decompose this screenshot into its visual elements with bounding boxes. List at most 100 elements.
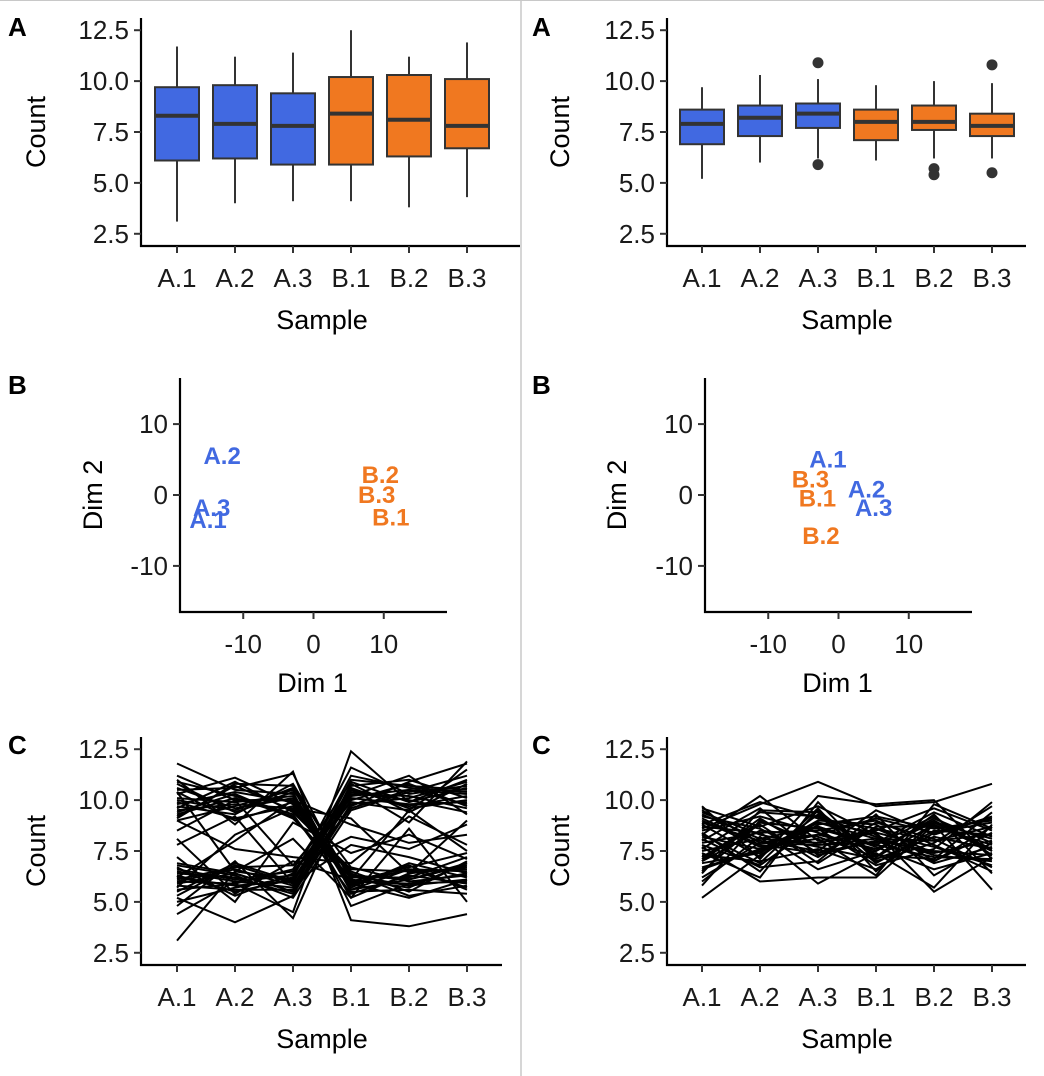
box-B.1 bbox=[328, 76, 374, 166]
panel-letter: C bbox=[532, 730, 551, 760]
profile-line bbox=[701, 817, 993, 863]
boxplot-ytick-label: 2.5 bbox=[619, 219, 655, 249]
lines-ytick-label: 5.0 bbox=[619, 887, 655, 917]
boxplot-xtick-label: A.3 bbox=[798, 263, 837, 293]
lines-xtick-label: B.2 bbox=[914, 982, 953, 1012]
lines-ytick-label: 2.5 bbox=[619, 938, 655, 968]
profile-line bbox=[176, 798, 468, 867]
lines-xtick-label: B.3 bbox=[972, 982, 1011, 1012]
box-A.1 bbox=[679, 108, 725, 146]
scatter-xtick-label: 0 bbox=[831, 629, 845, 659]
box-A.3 bbox=[795, 102, 841, 129]
box-A.2 bbox=[212, 84, 258, 160]
y-axis-title: Dim 2 bbox=[78, 460, 108, 531]
box-B.2 bbox=[386, 74, 432, 158]
point-label-A.3: A.3 bbox=[193, 495, 230, 522]
point-label-A.2: A.2 bbox=[848, 476, 885, 503]
lines-xtick-label: B.2 bbox=[389, 982, 428, 1012]
scatter-panel: B -10 0 10 -10 0 10 Dim 1 Dim 2 A.1A.2A.3 B.3B.1 B.… bbox=[532, 370, 972, 698]
boxplot-ytick-label: 10.0 bbox=[604, 66, 655, 96]
profile-line bbox=[176, 782, 468, 924]
panel-letter: C bbox=[8, 730, 27, 760]
panel-letter: A bbox=[8, 12, 27, 42]
scatter-ytick-label: -10 bbox=[130, 551, 168, 581]
scatter-ytick-label: 10 bbox=[139, 409, 168, 439]
profile-line bbox=[701, 809, 993, 875]
scatter-xtick-label: 10 bbox=[369, 629, 398, 659]
profile-line bbox=[701, 794, 993, 861]
lines-xtick-label: B.1 bbox=[331, 982, 370, 1012]
scatter-xtick-label: -10 bbox=[224, 629, 262, 659]
panel-letter: B bbox=[532, 370, 551, 400]
point-label-B.1: B.1 bbox=[372, 505, 409, 532]
boxplot-xtick-label: A.1 bbox=[682, 263, 721, 293]
scatter-panel: B -10 0 10 -10 0 10 Dim 1 Dim 2 A.2 A.3A.1 B.2B.3B.… bbox=[8, 370, 447, 698]
lines-xtick-label: A.1 bbox=[157, 982, 196, 1012]
profile-line bbox=[176, 815, 468, 885]
profile-line bbox=[176, 760, 468, 920]
boxplot-xtick-label: A.3 bbox=[273, 263, 312, 293]
profile-line bbox=[701, 809, 993, 846]
point-label-A.3: A.3 bbox=[855, 495, 892, 522]
profile-line bbox=[701, 817, 993, 871]
boxplot-xtick-label: B.3 bbox=[972, 263, 1011, 293]
scatter-ytick-label: 10 bbox=[664, 409, 693, 439]
point-label-B.2: B.2 bbox=[362, 462, 399, 489]
boxplot-xtick-label: B.2 bbox=[914, 263, 953, 293]
point-label-A.1: A.1 bbox=[809, 447, 846, 474]
panel-letter: B bbox=[8, 370, 27, 400]
boxplot-ytick-label: 12.5 bbox=[604, 15, 655, 45]
scatter-ytick-label: -10 bbox=[655, 551, 693, 581]
point-label-B.3: B.3 bbox=[792, 466, 829, 493]
lines-ytick-label: 7.5 bbox=[619, 836, 655, 866]
lines-xtick-label: A.2 bbox=[740, 982, 779, 1012]
x-axis-title: Sample bbox=[276, 305, 368, 335]
profile-line bbox=[701, 802, 993, 877]
boxplot-ytick-label: 2.5 bbox=[93, 219, 129, 249]
lines-xtick-label: A.2 bbox=[215, 982, 254, 1012]
profile-line bbox=[701, 806, 993, 873]
lines-ytick-label: 10.0 bbox=[604, 785, 655, 815]
boxplot-xtick-label: A.2 bbox=[215, 263, 254, 293]
profile-line bbox=[176, 808, 468, 896]
panel-letter: A bbox=[532, 12, 551, 42]
y-axis-title: Count bbox=[21, 95, 51, 168]
x-axis-title: Dim 1 bbox=[802, 668, 873, 698]
boxplot-ytick-label: 7.5 bbox=[619, 117, 655, 147]
point-label-B.3: B.3 bbox=[358, 482, 395, 509]
box-outlier bbox=[812, 57, 824, 69]
boxplot-ytick-label: 10.0 bbox=[78, 66, 129, 96]
point-label-B.1: B.1 bbox=[799, 486, 836, 513]
lines-panel: C 2.5 5.0 7.5 10.0 12.5 A.1 A.2 A.3 B.1 B.2 B.3 Samp… bbox=[8, 730, 502, 1054]
boxplot-xtick-label: B.1 bbox=[856, 263, 895, 293]
scatter-xtick-label: 10 bbox=[894, 629, 923, 659]
box-A.2 bbox=[737, 104, 783, 138]
y-axis-title: Count bbox=[545, 95, 575, 168]
scatter-xtick-label: -10 bbox=[749, 629, 787, 659]
lines-ytick-label: 5.0 bbox=[93, 887, 129, 917]
profile-line bbox=[701, 805, 993, 865]
scatter-ytick-label: 0 bbox=[679, 480, 693, 510]
lines-xtick-label: B.1 bbox=[856, 982, 895, 1012]
box-outlier bbox=[928, 169, 940, 181]
box-A.1 bbox=[154, 86, 200, 162]
point-label-A.2: A.2 bbox=[203, 443, 240, 470]
boxplot-panel: A 2.5 5.0 7.5 10.0 12.5 A.1 A.2 A.3 B.1 B.2 B.3 Samp… bbox=[532, 12, 1026, 335]
lines-ytick-label: 2.5 bbox=[93, 938, 129, 968]
box-outlier bbox=[812, 159, 824, 171]
boxplot-xtick-label: B.2 bbox=[389, 263, 428, 293]
x-axis-title: Dim 1 bbox=[277, 668, 348, 698]
lines-ytick-label: 12.5 bbox=[78, 734, 129, 764]
profile-line bbox=[176, 821, 468, 904]
y-axis-title: Dim 2 bbox=[602, 460, 632, 531]
y-axis-title: Count bbox=[21, 814, 51, 887]
boxplot-ytick-label: 5.0 bbox=[93, 168, 129, 198]
lines-ytick-label: 10.0 bbox=[78, 785, 129, 815]
x-axis-title: Sample bbox=[801, 1024, 893, 1054]
lines-panel: C 2.5 5.0 7.5 10.0 12.5 A.1 A.2 A.3 B.1 B.2 B.3 Samp… bbox=[532, 730, 1026, 1054]
profile-line bbox=[176, 769, 468, 928]
box-outlier bbox=[986, 59, 998, 71]
profile-line bbox=[701, 780, 993, 830]
